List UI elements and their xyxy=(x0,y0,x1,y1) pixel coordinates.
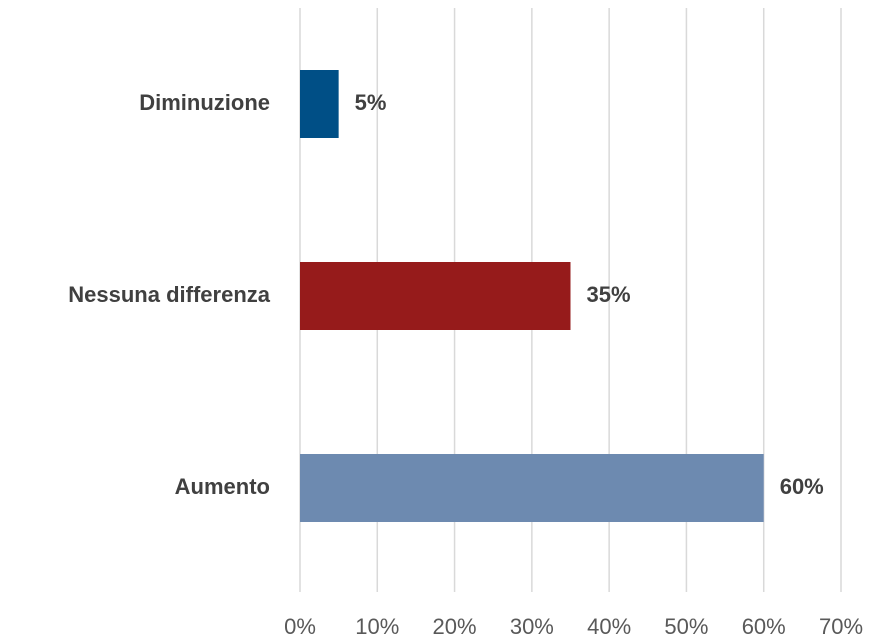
category-label: Aumento xyxy=(175,474,270,499)
x-tick-label: 70% xyxy=(819,614,863,639)
value-label: 35% xyxy=(587,282,631,307)
x-tick-label: 0% xyxy=(284,614,316,639)
category-label: Nessuna differenza xyxy=(68,282,270,307)
x-tick-label: 50% xyxy=(664,614,708,639)
x-tick-label: 10% xyxy=(355,614,399,639)
category-label: Diminuzione xyxy=(139,90,270,115)
bar xyxy=(300,454,764,522)
value-label: 5% xyxy=(355,90,387,115)
x-tick-label: 30% xyxy=(510,614,554,639)
value-label: 60% xyxy=(780,474,824,499)
x-tick-label: 40% xyxy=(587,614,631,639)
bar xyxy=(300,70,339,138)
bar xyxy=(300,262,571,330)
x-tick-label: 60% xyxy=(742,614,786,639)
x-tick-label: 20% xyxy=(433,614,477,639)
